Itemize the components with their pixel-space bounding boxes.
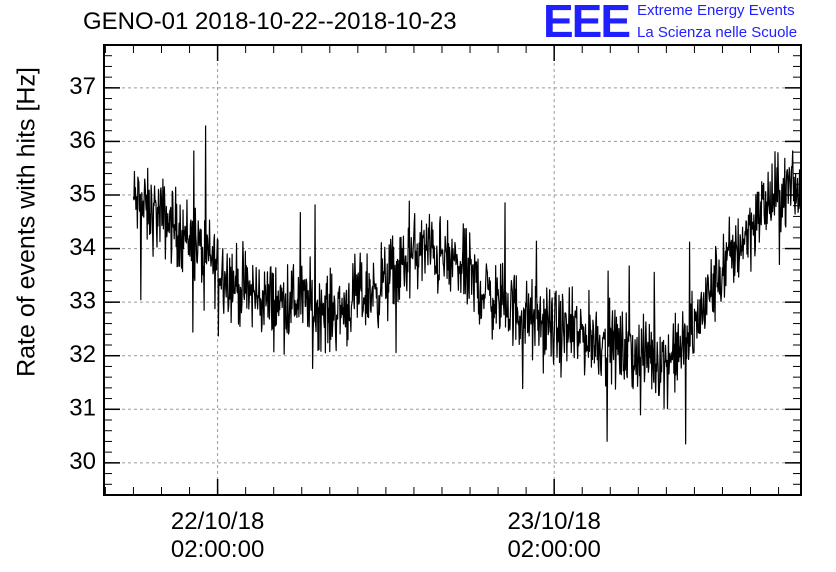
eee-logo: EEE [543,0,631,47]
x-tick-label-date: 23/10/18 [507,508,600,535]
series-rate [132,125,802,445]
x-tick-label-date: 22/10/18 [171,508,264,535]
y-tick-label: 36 [69,127,96,154]
chart-title: GENO-01 2018-10-22--2018-10-23 [83,8,457,35]
y-tick-label: 35 [69,180,96,207]
logo-line-2: La Scienza nelle Scuole [637,24,798,41]
y-tick-label: 31 [69,395,96,422]
y-tick-label: 30 [69,448,96,475]
y-tick-label: 33 [69,287,96,314]
y-tick-label: 37 [69,73,96,100]
axes: 303132333435363722/10/1802:00:0023/10/18… [69,45,801,563]
y-tick-label: 32 [69,341,96,368]
y-axis-label: Rate of events with hits [Hz] [13,67,41,377]
series-line [132,125,802,445]
logo-line-1: Extreme Energy Events [637,2,795,19]
y-tick-label: 34 [69,234,96,261]
x-tick-label-time: 02:00:00 [171,536,264,563]
x-tick-label-time: 02:00:00 [507,536,600,563]
